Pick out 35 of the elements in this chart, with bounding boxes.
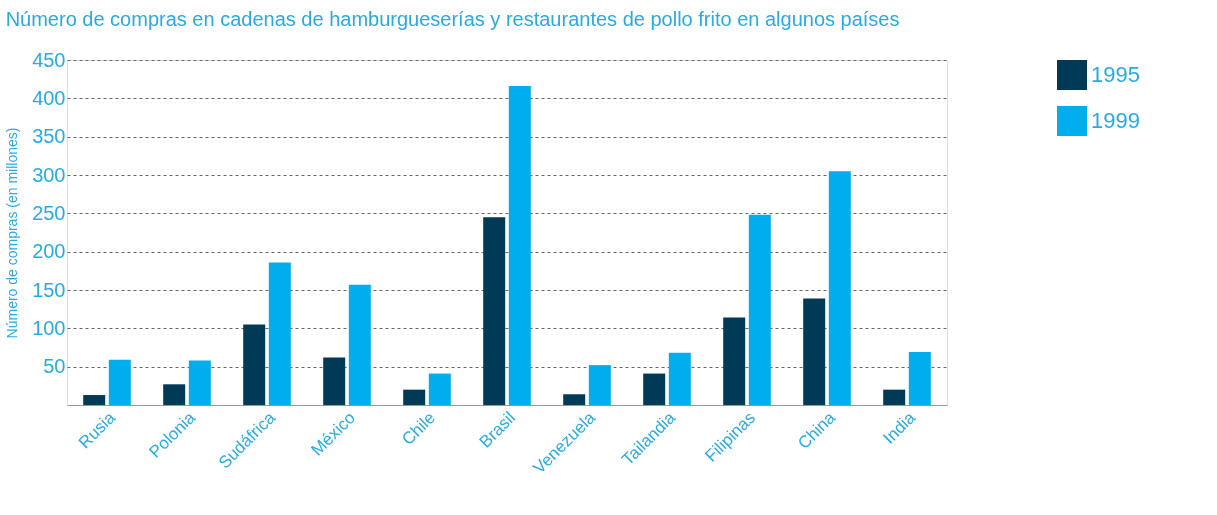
chart-title: Número de compras en cadenas de hamburgueserías y restaurantes de pollo frito en algunos países <box>5 8 900 30</box>
bar <box>108 359 131 405</box>
bar <box>483 217 506 405</box>
bar <box>908 352 931 405</box>
bar <box>643 373 666 405</box>
bar <box>803 298 826 405</box>
bar <box>883 389 906 405</box>
y-tick-label: 250 <box>32 201 66 224</box>
bar <box>163 384 186 405</box>
bar <box>748 214 771 405</box>
bar <box>828 171 851 405</box>
y-tick-label: 150 <box>32 278 66 301</box>
bar <box>723 317 746 405</box>
bar <box>588 365 611 405</box>
bar <box>268 262 291 405</box>
bar <box>83 395 106 405</box>
bar <box>428 373 451 405</box>
y-tick-label: 400 <box>32 86 66 109</box>
y-tick-label: 50 <box>43 355 66 378</box>
bar <box>403 389 426 405</box>
y-axis-title: Número de compras (en millones) <box>4 127 21 339</box>
bar <box>563 394 586 405</box>
y-tick-label: 100 <box>32 316 66 339</box>
y-tick-label: 300 <box>32 163 66 186</box>
y-tick-label: 450 <box>32 48 66 71</box>
legend-label: 1995 <box>1091 62 1140 87</box>
legend-label: 1999 <box>1091 108 1140 133</box>
bar <box>668 352 691 405</box>
y-tick-label: 200 <box>32 240 66 263</box>
bar <box>348 284 371 405</box>
bar <box>323 357 346 405</box>
bar <box>508 86 531 405</box>
bar <box>188 360 211 405</box>
y-tick-label: 350 <box>32 125 66 148</box>
bar <box>243 324 266 405</box>
